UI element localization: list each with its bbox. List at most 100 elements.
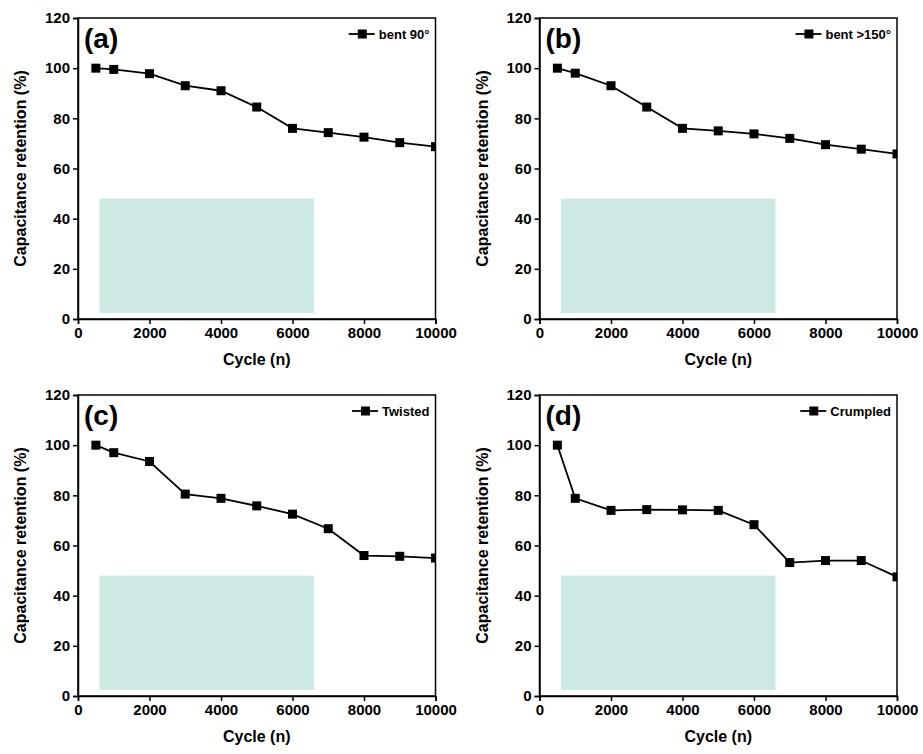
data-point xyxy=(288,124,297,133)
tick-label: 40 xyxy=(53,210,70,227)
tick: 10000 xyxy=(877,696,919,718)
legend-label: bent >150° xyxy=(825,27,891,42)
legend-label: bent 90° xyxy=(379,27,430,42)
tick: 100 xyxy=(45,436,78,453)
tick: 10000 xyxy=(415,696,457,718)
legend-label: Crumpled xyxy=(830,404,891,419)
tick-label: 20 xyxy=(53,637,70,654)
tick-mark xyxy=(73,696,78,698)
data-point xyxy=(91,441,100,450)
tick: 6000 xyxy=(738,319,771,341)
tick-mark xyxy=(73,168,78,170)
data-point xyxy=(553,441,562,450)
tick-label: 2000 xyxy=(133,324,166,341)
data-point xyxy=(217,86,226,95)
y-axis: 020406080100120 xyxy=(45,9,79,327)
data-point xyxy=(360,133,369,142)
tick: 80 xyxy=(515,110,540,127)
data-point xyxy=(750,129,759,138)
tick: 80 xyxy=(53,487,78,504)
series-line xyxy=(96,445,436,558)
data-point xyxy=(893,572,898,581)
tick: 20 xyxy=(515,637,540,654)
data-point xyxy=(678,505,687,514)
x-axis-line xyxy=(540,697,898,702)
tick: 40 xyxy=(515,210,540,227)
tick: 60 xyxy=(515,537,540,554)
panel-label: (c) xyxy=(84,400,118,431)
tick-label: 80 xyxy=(515,487,532,504)
x-axis-line xyxy=(79,320,437,325)
data-point xyxy=(857,556,866,565)
tick: 120 xyxy=(506,9,539,26)
data-point xyxy=(217,494,226,503)
legend-marker xyxy=(358,30,367,39)
tick: 0 xyxy=(74,696,82,718)
tick: 6000 xyxy=(276,696,309,718)
tick-label: 2000 xyxy=(133,701,166,718)
tick-label: 100 xyxy=(506,436,531,453)
tick-label: 100 xyxy=(45,59,70,76)
y-axis-line xyxy=(535,19,541,320)
tick-label: 2000 xyxy=(595,324,628,341)
tick: 8000 xyxy=(809,319,842,341)
tick: 80 xyxy=(53,110,78,127)
tick-mark xyxy=(535,18,540,20)
panel: 0200040006000800010000020406080100120Cyc… xyxy=(12,9,457,368)
y-axis-title: Capacitance retention (%) xyxy=(12,70,29,266)
plot-area xyxy=(91,441,435,563)
x-axis: 0200040006000800010000 xyxy=(74,319,457,341)
tick-label: 0 xyxy=(74,701,82,718)
tick-label: 0 xyxy=(523,310,531,327)
tick: 0 xyxy=(523,687,539,704)
tick-mark xyxy=(535,118,540,120)
tick: 4000 xyxy=(666,319,699,341)
tick-label: 10000 xyxy=(877,324,919,341)
x-axis-line xyxy=(540,320,898,325)
tick: 20 xyxy=(53,637,78,654)
tick: 0 xyxy=(536,319,544,341)
y-axis-title: Capacitance retention (%) xyxy=(12,447,29,643)
tick-label: 20 xyxy=(53,260,70,277)
tick: 8000 xyxy=(809,696,842,718)
panel-label: (b) xyxy=(546,23,582,54)
tick-label: 8000 xyxy=(809,324,842,341)
y-axis: 020406080100120 xyxy=(506,386,540,704)
tick-mark xyxy=(535,696,540,698)
y-axis-title: Capacitance retention (%) xyxy=(474,447,491,643)
tick: 100 xyxy=(45,59,78,76)
data-point xyxy=(395,138,404,147)
tick: 6000 xyxy=(276,319,309,341)
legend-marker xyxy=(361,407,370,416)
tick: 0 xyxy=(74,319,82,341)
tick-mark xyxy=(535,595,540,597)
tick-label: 0 xyxy=(62,310,70,327)
data-point xyxy=(714,506,723,515)
data-point xyxy=(553,64,562,73)
tick: 8000 xyxy=(348,319,381,341)
tick-mark xyxy=(535,545,540,547)
tick: 100 xyxy=(506,59,539,76)
data-point xyxy=(821,140,830,149)
tick-label: 8000 xyxy=(348,324,381,341)
tick-mark xyxy=(535,319,540,321)
plot-frame xyxy=(78,18,436,319)
data-point xyxy=(181,81,190,90)
data-point xyxy=(678,124,687,133)
tick-label: 80 xyxy=(53,110,70,127)
tick: 6000 xyxy=(738,696,771,718)
tick-label: 8000 xyxy=(809,701,842,718)
data-point xyxy=(431,554,436,563)
tick-label: 120 xyxy=(506,386,531,403)
legend-item: Crumpled xyxy=(800,404,891,419)
tick-label: 8000 xyxy=(348,701,381,718)
data-point xyxy=(857,145,866,154)
tick-label: 6000 xyxy=(276,324,309,341)
data-point xyxy=(252,103,261,112)
plot-frame xyxy=(78,395,436,696)
tick-label: 10000 xyxy=(415,701,457,718)
tick-label: 6000 xyxy=(738,324,771,341)
data-point xyxy=(785,558,794,567)
tick: 4000 xyxy=(205,696,238,718)
tick: 120 xyxy=(506,386,539,403)
